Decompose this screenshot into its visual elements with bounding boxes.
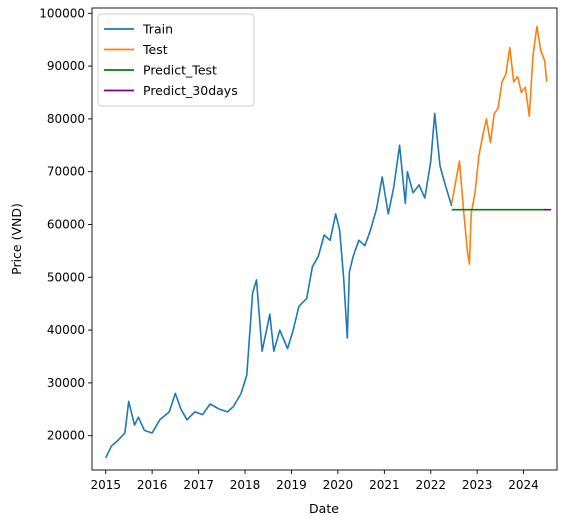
x-tick-label: 2023 bbox=[462, 478, 493, 492]
y-tick-label: 50000 bbox=[47, 270, 85, 284]
x-tick-label: 2022 bbox=[415, 478, 446, 492]
x-tick-label: 2015 bbox=[90, 478, 121, 492]
legend: Train Test Predict_Test Predict_30days bbox=[97, 13, 255, 107]
y-tick-label: 90000 bbox=[47, 59, 85, 73]
x-tick-label: 2020 bbox=[323, 478, 354, 492]
x-axis: 2015 2016 2017 2018 2019 2020 2021 2022 2023 2024 bbox=[90, 470, 539, 492]
x-tick-label: 2019 bbox=[276, 478, 307, 492]
legend-label: Predict_30days bbox=[143, 83, 238, 98]
x-tick-label: 2021 bbox=[369, 478, 400, 492]
x-tick-label: 2017 bbox=[183, 478, 214, 492]
x-axis-label: Date bbox=[309, 501, 339, 516]
x-tick-label: 2016 bbox=[137, 478, 168, 492]
legend-frame bbox=[97, 13, 255, 107]
series-line-1 bbox=[450, 25, 548, 265]
y-tick-label: 70000 bbox=[47, 165, 85, 179]
y-tick-label: 60000 bbox=[47, 217, 85, 231]
y-tick-label: 20000 bbox=[47, 429, 85, 443]
y-tick-label: 30000 bbox=[47, 376, 85, 390]
y-tick-label: 100000 bbox=[39, 6, 85, 20]
legend-label: Train bbox=[142, 22, 173, 37]
series-layer bbox=[104, 25, 552, 459]
x-tick-label: 2018 bbox=[230, 478, 261, 492]
y-tick-label: 40000 bbox=[47, 323, 85, 337]
y-axis: 20000 30000 40000 50000 60000 70000 80000 90000… bbox=[39, 6, 92, 443]
legend-label: Predict_Test bbox=[143, 63, 217, 78]
legend-label: Test bbox=[142, 42, 168, 57]
x-tick-label: 2024 bbox=[508, 478, 539, 492]
series-line-0 bbox=[104, 112, 453, 459]
y-tick-label: 80000 bbox=[47, 112, 85, 126]
y-axis-label: Price (VND) bbox=[9, 203, 24, 275]
